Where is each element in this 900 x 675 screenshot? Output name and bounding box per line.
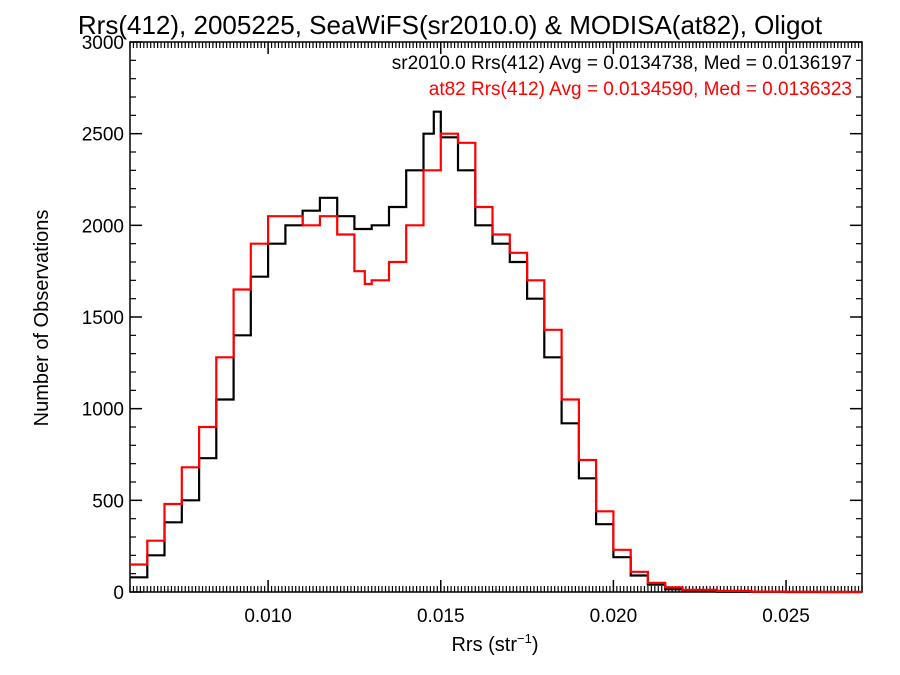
y-tick-label: 3000 — [82, 33, 124, 54]
y-tick-label: 500 — [92, 491, 124, 512]
y-axis: 0 500 1000 1500 2000 2500 3000 — [82, 33, 862, 604]
y-tick-label: 1000 — [82, 400, 124, 421]
y-tick-label: 2500 — [82, 125, 124, 146]
x-axis-title-main: Rrs (str — [451, 634, 517, 656]
y-axis-title: Number of Observations — [31, 210, 53, 427]
legend-entry: at82 Rrs(412) Avg = 0.0134590, Med = 0.0… — [429, 79, 852, 100]
y-tick-label: 1500 — [82, 308, 124, 329]
x-tick-label: 0.010 — [244, 606, 292, 627]
y-tick-label: 0 — [113, 583, 124, 604]
x-axis-title: Rrs (str−1) — [451, 631, 538, 656]
x-tick-label: 0.015 — [417, 606, 465, 627]
x-axis-title-close: ) — [532, 634, 539, 656]
x-axis-title-superscript: −1 — [517, 631, 532, 646]
x-axis: 0.010 0.015 0.020 0.025 — [129, 42, 863, 627]
legend-entry: sr2010.0 Rrs(412) Avg = 0.0134738, Med =… — [392, 53, 852, 74]
series-line-sr2010 — [130, 110, 862, 594]
plot-frame — [129, 41, 863, 593]
chart-title: Rrs(412), 2005225, SeaWiFS(sr2010.0) & M… — [78, 10, 823, 40]
series-line-at82 — [130, 132, 862, 594]
x-tick-label: 0.025 — [762, 606, 810, 627]
legend: sr2010.0 Rrs(412) Avg = 0.0134738, Med =… — [392, 53, 852, 100]
x-tick-label: 0.020 — [590, 606, 638, 627]
y-tick-label: 2000 — [82, 216, 124, 237]
series-lines — [130, 110, 862, 594]
